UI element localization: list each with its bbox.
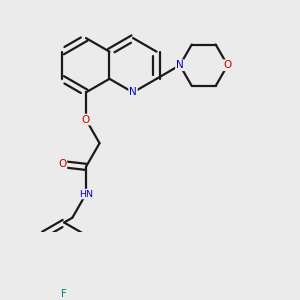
Text: N: N [129,87,137,98]
Text: O: O [58,159,66,169]
Text: N: N [176,60,184,70]
Text: O: O [82,115,90,124]
Text: O: O [224,60,232,70]
Text: F: F [61,289,67,299]
Text: HN: HN [79,190,93,199]
